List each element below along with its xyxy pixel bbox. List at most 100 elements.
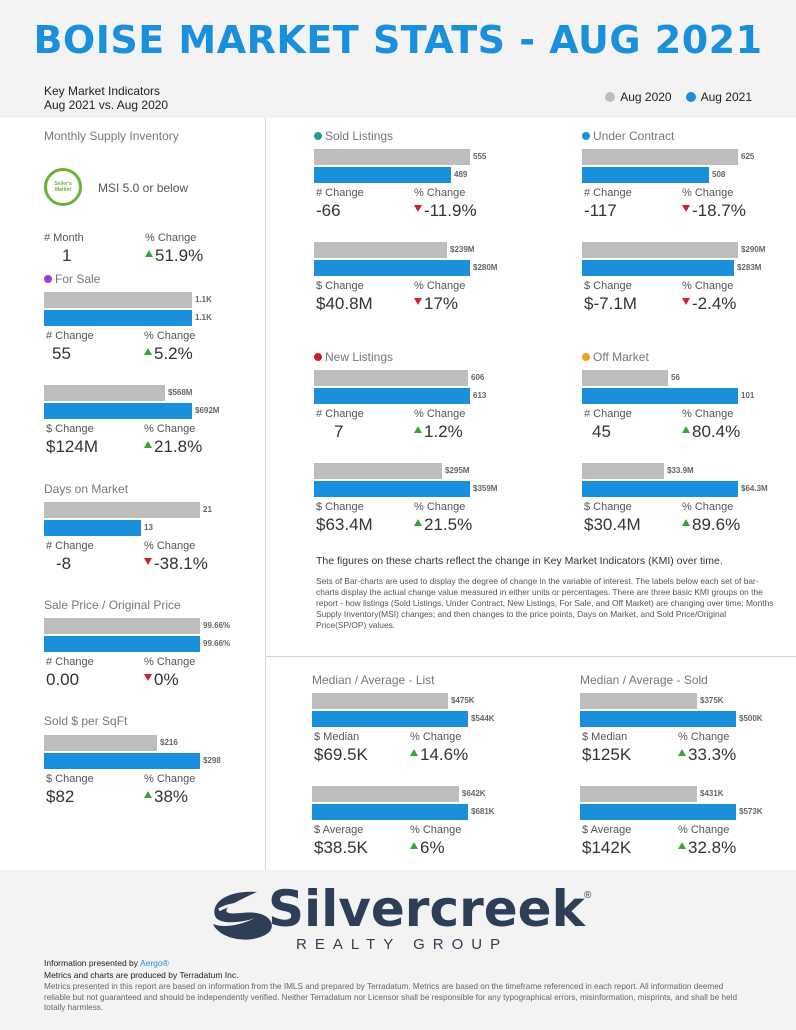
dom-pct-value: -38.1% (154, 554, 208, 573)
median-sold-average-bar-prev (580, 786, 697, 802)
sold-dollars-change-label: $ Change (316, 280, 364, 292)
footer-presented-by: Information presented by Aergo® (44, 958, 169, 968)
median-list-median-change-label: $ Median (314, 731, 360, 743)
for-sale-dollars-change-value: $124M (46, 437, 98, 456)
for-sale-title-text: For Sale (55, 272, 101, 286)
median-list-average-pct-change: 6% (410, 838, 445, 858)
median-list-average-bar-prev (312, 786, 459, 802)
psf-title-text: Sold $ per SqFt (44, 714, 128, 728)
dom-change-value: -8 (56, 554, 72, 573)
psf-bar-curr-label: $298 (203, 756, 221, 765)
psf-bar-prev (44, 735, 157, 751)
for-sale-dollars-pct-value: 21.8% (154, 437, 203, 456)
psf-change-label: $ Change (46, 773, 94, 785)
under-contract-units-bar-curr (582, 167, 709, 183)
median-sold-median-bar-curr (580, 711, 736, 727)
up-arrow-icon (410, 749, 418, 756)
sp-op-title: Sale Price / Original Price (44, 598, 181, 612)
sold-dollars-pct-label: % Change (414, 280, 466, 292)
off-market-units-pct-change: 80.4% (682, 422, 740, 442)
median-list-average-pct-value: 6% (420, 838, 445, 857)
psf-pct-change: 38% (144, 787, 188, 807)
for-sale-units-bar-curr-label: 1.1K (195, 313, 212, 322)
sp-op-bar-curr-label: 99.66% (203, 639, 231, 648)
up-arrow-icon (678, 842, 686, 849)
median-list-average-bar-curr (312, 804, 468, 820)
for-sale-dot-icon (44, 275, 52, 283)
aergo-link[interactable]: Aergo® (139, 958, 169, 968)
sold-dollars-pct-change: 17% (414, 294, 458, 314)
dom-title-text: Days on Market (44, 482, 129, 496)
sp-op-bar-curr (44, 636, 200, 652)
under-contract-dollars-bar-curr (582, 260, 734, 276)
new-listings-units-pct-change: 1.2% (414, 422, 463, 442)
off-market-dollars-bar-curr (582, 481, 738, 497)
median-sold-average-pct-value: 32.8% (688, 838, 737, 857)
for-sale-units-pct-value: 5.2% (154, 344, 193, 363)
msi-pct-label: % Change (145, 232, 197, 244)
psf-pct-value: 38% (154, 787, 189, 806)
under-contract-dollars-bar-curr-label: $283M (737, 263, 762, 272)
off-market-units-bar-curr (582, 388, 738, 404)
new-listings-dollars-change-value: $63.4M (316, 515, 373, 534)
sellers-market-badge: Seller's Market (44, 168, 82, 206)
new-listings-dollars-bar-curr-label: $359M (473, 484, 498, 493)
for-sale-dollars-change-label: $ Change (46, 423, 94, 435)
under-contract-title: Under Contract (582, 129, 674, 143)
off-market-units-change-label: # Change (584, 408, 632, 420)
page-title: BOISE MARKET STATS - AUG 2021 (33, 18, 763, 62)
new-listings-units-pct-label: % Change (414, 408, 466, 420)
median-sold-average-pct-label: % Change (678, 824, 730, 836)
median-sold-average-bar-prev-label: $431K (700, 789, 724, 798)
off-market-units-bar-prev (582, 370, 668, 386)
up-arrow-icon (410, 842, 418, 849)
for-sale-dollars-bar-prev-label: $568M (168, 388, 193, 397)
under-contract-dollars-bar-prev-label: $290M (741, 245, 766, 254)
for-sale-dollars-pct-label: % Change (144, 423, 196, 435)
legend-curr-swatch (685, 92, 696, 102)
new-listings-units-bar-curr-label: 613 (473, 391, 487, 400)
new-listings-units-change-label: # Change (316, 408, 364, 420)
new-listings-units-pct-value: 1.2% (424, 422, 463, 441)
off-market-dot-icon (582, 353, 590, 361)
median-list-median-bar-prev-label: $475K (451, 696, 475, 705)
median-sold-median-bar-curr-label: $500K (739, 714, 763, 723)
median-list-average-bar-prev-label: $642K (462, 789, 486, 798)
median-sold-median-pct-label: % Change (678, 731, 730, 743)
legend: Aug 2020 Aug 2021 (605, 90, 752, 104)
sold-units-change-label: # Change (316, 187, 364, 199)
up-arrow-icon (145, 250, 153, 257)
new-listings-title: New Listings (314, 350, 393, 364)
median-list-average-pct-label: % Change (410, 824, 462, 836)
sp-op-change-value: 0.00 (46, 670, 80, 689)
subtitle: Key Market Indicators Aug 2021 vs. Aug 2… (44, 84, 168, 112)
down-arrow-icon (144, 674, 152, 681)
new-listings-units-bar-prev (314, 370, 468, 386)
sp-op-pct-value: 0% (154, 670, 179, 689)
dom-bar-curr (44, 520, 141, 536)
off-market-dollars-pct-change: 89.6% (682, 515, 740, 535)
sold-dollars-pct-value: 17% (424, 294, 459, 313)
under-contract-dot-icon (582, 132, 590, 140)
new-listings-dollars-pct-value: 21.5% (424, 515, 473, 534)
note-body: Sets of Bar-charts are used to display t… (316, 576, 774, 630)
down-arrow-icon (414, 205, 422, 212)
legend-curr: Aug 2021 (685, 90, 752, 104)
sold-dot-icon (314, 132, 322, 140)
sold-units-pct-label: % Change (414, 187, 466, 199)
dom-pct-label: % Change (144, 540, 196, 552)
under-contract-units-pct-label: % Change (682, 187, 734, 199)
up-arrow-icon (682, 426, 690, 433)
for-sale-units-pct-change: 5.2% (144, 344, 193, 364)
median-list-average-change-value: $38.5K (314, 838, 368, 857)
median-list-title: Median / Average - List (312, 673, 435, 687)
under-contract-units-bar-curr-label: 508 (712, 170, 726, 179)
up-arrow-icon (414, 519, 422, 526)
sold-dollars-change-value: $40.8M (316, 294, 373, 313)
new-listings-units-bar-prev-label: 606 (471, 373, 485, 382)
sp-op-bar-prev-label: 99.66% (203, 621, 231, 630)
logo-wordmark: Silvercreek (268, 880, 585, 938)
sellers-market-badge-text: Seller's Market (54, 181, 72, 193)
median-list-median-pct-label: % Change (410, 731, 462, 743)
median-sold-median-bar-prev-label: $375K (700, 696, 724, 705)
